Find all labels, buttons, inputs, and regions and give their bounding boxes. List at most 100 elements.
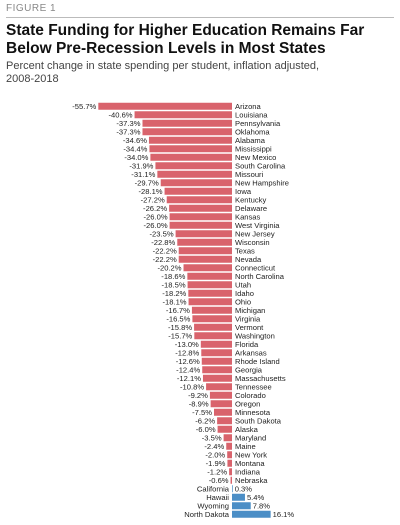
- category-label: Mississippi: [235, 144, 272, 153]
- value-label: 7.8%: [253, 501, 271, 510]
- value-label: -10.8%: [180, 382, 204, 391]
- bar: [230, 476, 232, 484]
- bar: [201, 357, 232, 365]
- bar: [149, 145, 232, 153]
- bar: [188, 298, 232, 306]
- value-label: -1.2%: [207, 467, 227, 476]
- category-label: Arkansas: [235, 348, 267, 357]
- value-label: -26.0%: [144, 221, 168, 230]
- category-label: Missouri: [235, 170, 264, 179]
- value-label: -6.2%: [195, 416, 215, 425]
- chart: -55.7% Arizona -40.6% Louisiana -37.3% Pennsy…: [72, 102, 295, 519]
- bar: [187, 281, 232, 289]
- value-label: -20.2%: [157, 263, 181, 272]
- bar: [232, 485, 233, 493]
- bar: [201, 349, 232, 357]
- value-label: -26.2%: [143, 204, 167, 213]
- category-label: California: [197, 484, 230, 493]
- category-label: Tennessee: [235, 382, 272, 391]
- bar: [178, 247, 232, 255]
- value-label: -12.8%: [175, 348, 199, 357]
- bar: [142, 128, 232, 136]
- bar: [160, 179, 232, 187]
- category-label: Maine: [235, 442, 256, 451]
- bar: [142, 119, 232, 127]
- category-label: Idaho: [235, 289, 254, 298]
- value-label: -7.5%: [192, 408, 212, 417]
- value-label: -31.9%: [129, 161, 153, 170]
- bar: [134, 111, 232, 119]
- bar: [200, 340, 232, 348]
- bar: [232, 510, 271, 518]
- value-label: -15.8%: [168, 323, 192, 332]
- bar: [194, 332, 232, 340]
- category-label: New Hampshire: [235, 178, 289, 187]
- value-label: -28.1%: [138, 187, 162, 196]
- value-label: -18.2%: [162, 289, 186, 298]
- value-label: -37.3%: [116, 119, 140, 128]
- bar: [192, 315, 232, 323]
- value-label: -23.5%: [150, 229, 174, 238]
- bar: [150, 153, 232, 161]
- value-label: -9.2%: [188, 391, 208, 400]
- category-label: Rhode Island: [235, 357, 280, 366]
- value-label: -2.4%: [204, 442, 224, 451]
- value-label: -37.3%: [116, 127, 140, 136]
- value-label: -18.5%: [162, 280, 186, 289]
- value-label: -22.2%: [153, 255, 177, 264]
- value-label: -40.6%: [108, 110, 132, 119]
- value-label: 0.3%: [235, 484, 253, 493]
- category-label: Arizona: [235, 102, 262, 111]
- value-label: -34.4%: [123, 144, 147, 153]
- category-label: Ohio: [235, 297, 251, 306]
- value-label: 5.4%: [247, 493, 265, 502]
- category-label: Massachusetts: [235, 374, 286, 383]
- value-label: -26.0%: [144, 212, 168, 221]
- category-label: North Dakota: [184, 510, 230, 519]
- category-label: Wyoming: [197, 501, 229, 510]
- category-label: Oklahoma: [235, 127, 270, 136]
- bar: [229, 468, 232, 476]
- category-label: Montana: [235, 459, 265, 468]
- figure-label: FIGURE 1: [6, 3, 57, 14]
- bar: [227, 459, 232, 467]
- rule: [6, 17, 394, 18]
- value-label: -2.0%: [205, 450, 225, 459]
- bar: [98, 102, 232, 110]
- category-label: Maryland: [235, 433, 266, 442]
- bar: [164, 187, 232, 195]
- bar: [157, 170, 232, 178]
- bar: [202, 374, 232, 382]
- bar: [217, 425, 232, 433]
- value-label: -22.8%: [151, 238, 175, 247]
- value-label: -34.6%: [123, 136, 147, 145]
- category-label: Georgia: [235, 365, 263, 374]
- category-label: Alaska: [235, 425, 259, 434]
- category-label: South Carolina: [235, 161, 286, 170]
- bar: [227, 451, 232, 459]
- bar: [177, 238, 232, 246]
- category-label: New York: [235, 450, 267, 459]
- bar: [169, 204, 232, 212]
- bar: [217, 417, 232, 425]
- category-label: Oregon: [235, 399, 260, 408]
- bar: [223, 434, 232, 442]
- value-label: -6.0%: [196, 425, 216, 434]
- value-label: -0.6%: [209, 476, 229, 485]
- value-label: -13.0%: [175, 340, 199, 349]
- category-label: Minnesota: [235, 408, 271, 417]
- bar: [169, 221, 232, 229]
- category-label: Colorado: [235, 391, 266, 400]
- bar: [166, 196, 232, 204]
- chart-title: State Funding for Higher Education Remai…: [6, 22, 365, 57]
- category-label: Nebraska: [235, 476, 268, 485]
- value-label: 16.1%: [273, 510, 295, 519]
- category-label: Connecticut: [235, 263, 276, 272]
- category-label: Pennsylvania: [235, 119, 281, 128]
- category-label: South Dakota: [235, 416, 282, 425]
- value-label: -31.1%: [131, 170, 155, 179]
- bar: [155, 162, 232, 170]
- category-label: Michigan: [235, 306, 265, 315]
- bar: [232, 502, 251, 510]
